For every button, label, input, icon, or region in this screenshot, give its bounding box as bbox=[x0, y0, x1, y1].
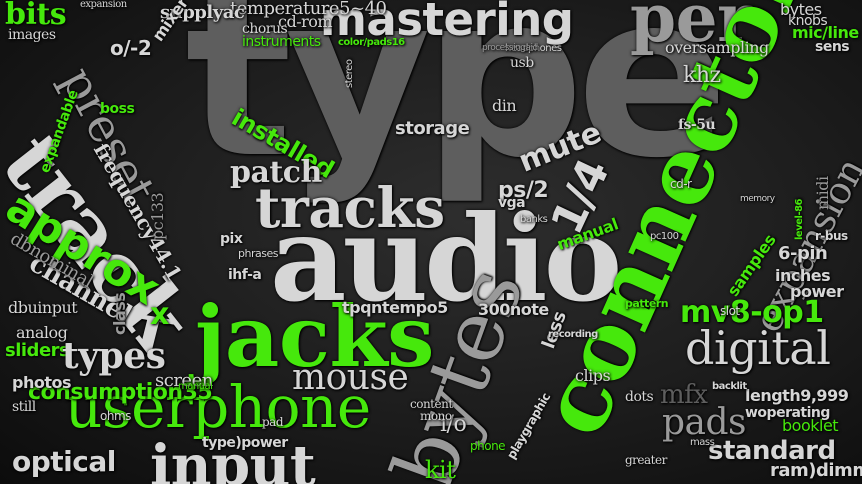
word-length: length9,999 bbox=[745, 386, 849, 405]
word-headphones: headphones bbox=[505, 43, 562, 54]
word-per: per bbox=[630, 0, 752, 57]
word-mic-line: mic/line bbox=[792, 23, 859, 42]
word-six-pin: 6-pin bbox=[778, 243, 828, 264]
word-mv8-op1: mv8-op1 bbox=[680, 295, 824, 330]
word-inches: inches bbox=[775, 266, 831, 285]
word-sens: sens bbox=[815, 39, 850, 55]
word-color-pads: color/pads16 bbox=[338, 37, 405, 48]
word-tpqn: tpqntempo5 bbox=[342, 298, 448, 317]
word-recording: recording bbox=[548, 329, 598, 340]
word-audio: audio bbox=[270, 189, 622, 328]
word-mfx: mfx bbox=[660, 380, 708, 410]
word-mass: mass bbox=[690, 437, 715, 448]
word-midi: midi bbox=[813, 176, 832, 210]
word-ihf: ihf-a bbox=[228, 267, 262, 283]
word-still: still bbox=[12, 399, 36, 415]
word-images: images bbox=[8, 27, 56, 43]
word-booklet: booklet bbox=[782, 416, 839, 435]
word-processing: processingaid bbox=[482, 43, 538, 53]
word-khz: khz bbox=[683, 63, 721, 88]
word-backlit: backlit bbox=[712, 381, 747, 392]
word-stereo: stereo bbox=[344, 59, 355, 88]
word-ps2: ps/2 bbox=[498, 178, 549, 203]
word-mouse: mouse bbox=[292, 357, 409, 398]
word-consumption: consumption35 bbox=[28, 380, 213, 405]
word-supplyac: supplyac bbox=[160, 2, 245, 23]
word-oversampling: oversampling bbox=[665, 38, 769, 57]
word-jacks: jacks bbox=[195, 287, 434, 386]
word-sliders: sliders bbox=[5, 340, 70, 361]
word-mastering: mastering bbox=[320, 0, 574, 46]
word-expansion-top: expansion bbox=[80, 0, 127, 10]
word-fs5u: fs-5u bbox=[678, 117, 716, 133]
word-analog: analog bbox=[16, 323, 68, 342]
word-cd-rom: cd-rom bbox=[278, 12, 333, 31]
word-standard: standard bbox=[708, 436, 836, 466]
word-woperating: woperating bbox=[745, 405, 830, 421]
word-knobs: knobs bbox=[788, 13, 828, 29]
word-slot: slot bbox=[720, 304, 740, 318]
word-mono: mono bbox=[420, 409, 452, 423]
word-screen: screen bbox=[155, 370, 213, 391]
word-power: power bbox=[790, 282, 844, 301]
word-type: type bbox=[185, 0, 729, 208]
word-pc133: pc133 bbox=[148, 192, 167, 240]
word-userphone: userphone bbox=[65, 373, 371, 441]
word-ohms: ohms bbox=[100, 409, 131, 423]
word-greater: greater bbox=[625, 453, 667, 467]
word-instruments: instruments bbox=[242, 34, 321, 50]
word-pattern: pattern bbox=[625, 297, 669, 310]
word-banks: banks bbox=[520, 214, 548, 225]
word-bytes-top: bytes bbox=[780, 0, 822, 19]
word-temperature: temperature5~40 bbox=[230, 0, 387, 19]
word-digital: digital bbox=[685, 321, 831, 375]
word-type-power: type)power bbox=[202, 435, 288, 451]
word-class: class bbox=[110, 292, 129, 335]
word-x-mark: x bbox=[150, 297, 169, 332]
word-dbuinput: dbuinput bbox=[8, 298, 78, 317]
word-dots: dots bbox=[625, 389, 654, 405]
word-din: din bbox=[492, 96, 517, 115]
word-bits: bits bbox=[5, 0, 67, 32]
word-note: 300note bbox=[478, 300, 549, 319]
word-input: input bbox=[150, 433, 316, 484]
word-memory: memory bbox=[740, 194, 775, 204]
word-pc100: pc100 bbox=[650, 231, 679, 242]
word-cd-r: cd-r bbox=[670, 177, 692, 191]
word-usb: usb bbox=[510, 55, 534, 71]
word-io: i/o bbox=[440, 412, 467, 437]
word-phone: phone bbox=[470, 439, 506, 453]
word-ram-dimm: ram)dimm bbox=[770, 460, 862, 481]
word-pix: pix bbox=[220, 231, 243, 247]
word-clips: clips bbox=[575, 366, 611, 385]
word-chorus: chorus bbox=[242, 21, 288, 37]
word-tracks: tracks bbox=[255, 175, 445, 240]
word-r-bus: r-bus bbox=[815, 229, 848, 243]
word-phrases: phrases bbox=[238, 247, 278, 260]
word-optical: optical bbox=[12, 445, 116, 478]
word-photos: photos bbox=[12, 373, 72, 392]
word-patch: patch bbox=[230, 155, 322, 190]
word-storage: storage bbox=[395, 118, 470, 139]
word-o-2: o/-2 bbox=[110, 36, 152, 60]
word-boss: boss bbox=[100, 101, 135, 117]
word-manual-small: manual bbox=[178, 381, 213, 392]
word-level: level-86 bbox=[794, 198, 805, 240]
word-kit: kit bbox=[425, 456, 456, 484]
word-pad: pad bbox=[262, 415, 284, 429]
word-types: types bbox=[62, 335, 166, 377]
word-content: content bbox=[410, 397, 453, 411]
word-vga: vga bbox=[498, 195, 526, 211]
word-pads: pads bbox=[662, 402, 747, 443]
